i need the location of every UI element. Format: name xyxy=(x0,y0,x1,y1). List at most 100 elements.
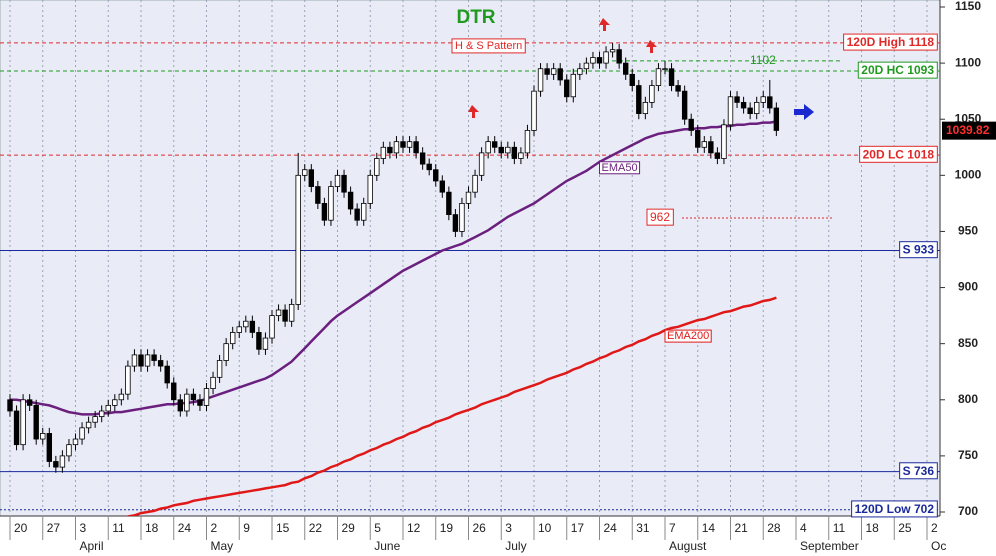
level-label-box xyxy=(857,61,938,79)
candle-body xyxy=(282,309,288,322)
candle-body xyxy=(760,96,766,103)
candle-body xyxy=(131,354,138,367)
candle-body xyxy=(623,62,629,75)
candle-body xyxy=(315,186,321,204)
y-tick-label: 750 xyxy=(958,448,978,462)
x-tick-label: 9 xyxy=(243,521,250,535)
candle-body xyxy=(138,354,144,367)
candle-body xyxy=(413,141,419,154)
candle-body xyxy=(243,320,249,328)
candle-body xyxy=(498,146,504,154)
candle-body xyxy=(655,68,662,86)
candle-body xyxy=(367,174,373,204)
candle-body xyxy=(740,101,747,109)
candle-body xyxy=(53,461,59,468)
candle-body xyxy=(714,152,721,159)
candle-body xyxy=(537,68,544,92)
candle-body xyxy=(288,303,295,322)
candle-body xyxy=(564,79,570,98)
candle-body xyxy=(59,455,66,468)
level-label-box xyxy=(899,462,938,480)
arrow xyxy=(794,104,814,120)
candle-body xyxy=(609,49,616,53)
candle-body xyxy=(701,141,707,148)
candle-body xyxy=(505,146,511,154)
x-tick-label: 25 xyxy=(898,521,912,535)
candle-body xyxy=(478,152,485,176)
candle-body xyxy=(472,174,478,193)
candle-body xyxy=(7,399,13,412)
candle-body xyxy=(20,399,26,446)
candle-body xyxy=(72,438,79,446)
series-label: EMA200 xyxy=(667,330,709,342)
candle-body xyxy=(308,169,314,187)
x-tick-label: 12 xyxy=(407,521,421,535)
candle-body xyxy=(511,146,518,159)
candle-body xyxy=(210,376,216,389)
candle-body xyxy=(695,130,701,148)
x-tick-label: 27 xyxy=(47,521,61,535)
candle-body xyxy=(374,158,380,176)
candle-body xyxy=(354,208,360,221)
candle-body xyxy=(236,326,242,333)
candle-body xyxy=(767,96,773,109)
candle-body xyxy=(144,354,151,367)
x-tick-label: 2 xyxy=(211,521,218,535)
candle-body xyxy=(118,393,125,401)
axis-area xyxy=(940,0,996,556)
candle-body xyxy=(341,174,347,193)
candle-body xyxy=(419,152,426,165)
candle-body xyxy=(33,404,39,440)
candle-body xyxy=(583,62,590,70)
x-tick-label: 2 xyxy=(931,521,938,535)
candle-body xyxy=(79,427,85,440)
candle-body xyxy=(177,399,183,412)
month-label: May xyxy=(211,539,234,553)
level-label: 962 xyxy=(650,210,670,224)
candle-body xyxy=(229,332,236,345)
level-label: 1102 xyxy=(750,53,776,67)
candle-body xyxy=(92,416,98,423)
candle-body xyxy=(662,68,668,71)
candle-body xyxy=(439,180,445,193)
x-tick-label: 29 xyxy=(342,521,356,535)
candle-body xyxy=(164,365,170,384)
candle-body xyxy=(557,68,563,81)
candle-body xyxy=(105,404,111,412)
candle-body xyxy=(380,146,387,159)
candle-body xyxy=(26,399,33,406)
candle-body xyxy=(577,68,583,75)
x-tick-label: 17 xyxy=(571,521,585,535)
price-tag xyxy=(942,121,996,140)
candle-body xyxy=(642,101,649,115)
annotation-box xyxy=(451,38,526,54)
x-tick-label: 14 xyxy=(702,521,716,535)
candle-body xyxy=(465,191,472,204)
y-tick-label: 850 xyxy=(958,336,978,350)
y-tick-label: 950 xyxy=(958,224,978,238)
candle-body xyxy=(151,354,157,361)
x-tick-label: 21 xyxy=(735,521,749,535)
arrow xyxy=(646,40,657,53)
candle-body xyxy=(328,186,334,221)
plot-area xyxy=(0,0,941,517)
price-tag-label: 1039.82 xyxy=(946,123,990,137)
candle-body xyxy=(590,57,596,64)
candle-body xyxy=(629,73,635,86)
candle-body xyxy=(675,85,681,92)
candle-body xyxy=(491,141,498,148)
candle-body xyxy=(688,118,694,131)
candle-body xyxy=(360,202,367,221)
x-tick-label: 18 xyxy=(866,521,880,535)
x-tick-label: 19 xyxy=(440,521,454,535)
x-tick-label: 15 xyxy=(276,521,290,535)
candle-body xyxy=(85,421,92,429)
candle-body xyxy=(269,315,275,339)
candle-body xyxy=(681,90,688,120)
series-label: EMA50 xyxy=(602,162,638,174)
candle-body xyxy=(524,130,531,154)
candle-body xyxy=(721,124,727,159)
candle-body xyxy=(223,343,229,361)
x-tick-label: 11 xyxy=(112,521,125,535)
